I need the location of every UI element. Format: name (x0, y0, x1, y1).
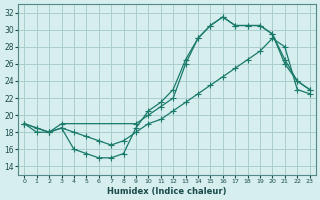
X-axis label: Humidex (Indice chaleur): Humidex (Indice chaleur) (107, 187, 227, 196)
